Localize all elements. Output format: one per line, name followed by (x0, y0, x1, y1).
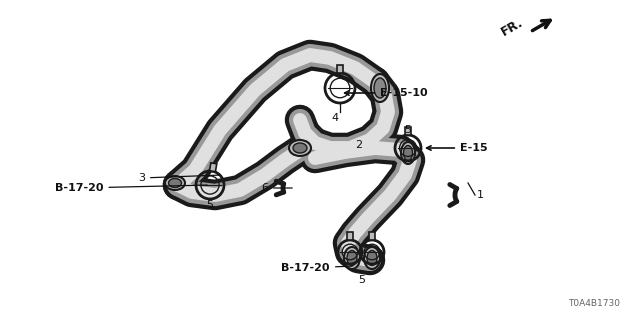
Text: B-17-20: B-17-20 (282, 263, 352, 273)
Ellipse shape (401, 142, 415, 164)
Text: E-15: E-15 (427, 143, 488, 153)
Ellipse shape (293, 143, 307, 153)
Text: 3: 3 (138, 173, 220, 183)
Ellipse shape (364, 247, 380, 269)
Text: 4: 4 (332, 113, 339, 123)
Ellipse shape (289, 140, 311, 156)
Bar (209, 163, 217, 172)
Text: B-17-20: B-17-20 (55, 183, 207, 193)
Text: 2: 2 (355, 140, 362, 150)
Ellipse shape (374, 78, 386, 98)
Ellipse shape (371, 74, 389, 102)
Ellipse shape (344, 247, 360, 269)
Bar (347, 232, 353, 240)
Text: 1: 1 (477, 190, 484, 200)
Ellipse shape (165, 176, 185, 190)
Bar (405, 127, 411, 135)
Text: T0A4B1730: T0A4B1730 (568, 299, 620, 308)
Text: 6: 6 (261, 183, 292, 193)
Bar (369, 232, 375, 240)
Ellipse shape (168, 179, 182, 188)
Text: 5: 5 (404, 125, 412, 135)
Ellipse shape (347, 251, 357, 266)
Text: 5: 5 (358, 275, 365, 285)
Ellipse shape (403, 146, 413, 161)
Ellipse shape (367, 251, 377, 266)
Text: E-15-10: E-15-10 (345, 88, 428, 98)
Bar (337, 65, 343, 73)
Text: FR.: FR. (499, 16, 525, 38)
Text: 5: 5 (207, 200, 214, 210)
